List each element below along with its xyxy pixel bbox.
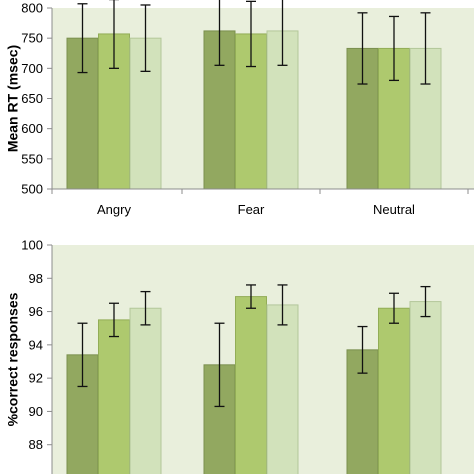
chart-panel-2: 88 90 92 94 96 98 100 %correct responses bbox=[5, 238, 474, 474]
y-tick-label: 750 bbox=[21, 31, 43, 46]
error-bar-neutral-series-2 bbox=[389, 292, 399, 324]
error-bar-fear-series-3 bbox=[277, 0, 288, 66]
y-tick-label: 94 bbox=[29, 337, 43, 352]
error-bar-neutral-series-3 bbox=[420, 285, 431, 318]
bar-angry-series-3 bbox=[129, 307, 162, 474]
error-bar-neutral-series-2 bbox=[389, 15, 399, 82]
y-tick-label: 98 bbox=[29, 271, 43, 286]
error-bar-angry-series-3 bbox=[140, 4, 151, 72]
error-bar-fear-series-1 bbox=[214, 0, 225, 66]
y-tick-label: 600 bbox=[21, 121, 43, 136]
y-tick-label: 500 bbox=[21, 182, 43, 197]
error-bar-angry-series-3 bbox=[140, 290, 151, 326]
error-bar-fear-series-2 bbox=[246, 284, 256, 309]
bar-neutral-series-3 bbox=[409, 301, 442, 474]
y-tick-label: 88 bbox=[29, 437, 43, 452]
error-bar-fear-series-2 bbox=[246, 0, 256, 68]
error-bar-neutral-series-3 bbox=[420, 12, 431, 85]
y-tick-label: 96 bbox=[29, 304, 43, 319]
error-bar-angry-series-2 bbox=[109, 0, 119, 69]
y-tick-label: 700 bbox=[21, 61, 43, 76]
y-axis-title: %correct responses bbox=[5, 292, 21, 426]
chart-panel-1: 500 550 600 650 700 750 800 Angry Fear Neutral Mea… bbox=[5, 0, 474, 217]
category-label-neutral: Neutral bbox=[373, 202, 415, 217]
bar-neutral-series-2 bbox=[378, 307, 410, 474]
y-axis-title: Mean RT (msec) bbox=[5, 45, 21, 152]
bar-fear-series-2 bbox=[235, 296, 267, 474]
bar-angry-series-2 bbox=[98, 319, 130, 474]
error-bar-angry-series-1 bbox=[77, 322, 88, 388]
error-bar-fear-series-1 bbox=[214, 322, 225, 408]
error-bar-angry-series-2 bbox=[109, 302, 119, 338]
y-tick-label: 100 bbox=[21, 238, 43, 253]
y-tick-label: 800 bbox=[21, 1, 43, 16]
error-bar-neutral-series-1 bbox=[357, 12, 368, 85]
y-tick-label: 92 bbox=[29, 371, 43, 386]
category-label-angry: Angry bbox=[97, 202, 131, 217]
category-label-fear: Fear bbox=[238, 202, 265, 217]
y-tick-label: 650 bbox=[21, 91, 43, 106]
bar-fear-series-3 bbox=[266, 304, 299, 474]
y-tick-label: 550 bbox=[21, 151, 43, 166]
error-bar-fear-series-3 bbox=[277, 284, 288, 326]
error-bar-neutral-series-1 bbox=[357, 325, 368, 374]
y-tick-label: 90 bbox=[29, 404, 43, 419]
error-bar-angry-series-1 bbox=[77, 3, 88, 74]
